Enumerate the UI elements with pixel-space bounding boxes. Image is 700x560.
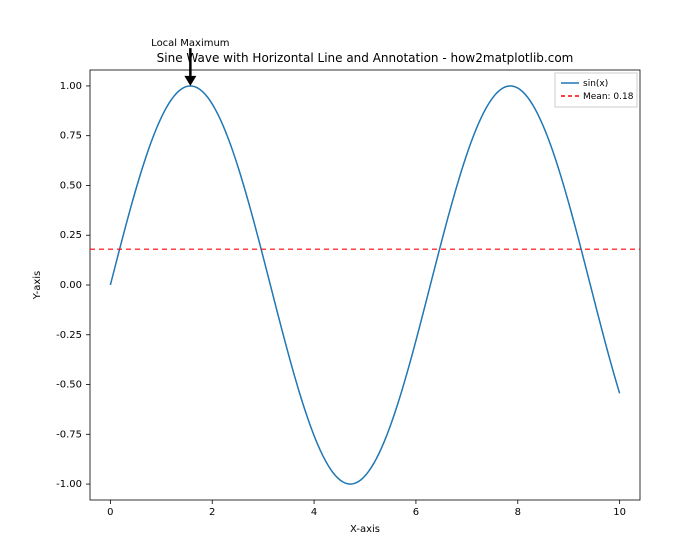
y-tick-label: -0.75 <box>56 429 82 440</box>
y-axis-label: Y-axis <box>32 271 43 301</box>
chart-svg: 0 2 4 6 8 10 -1.00 -0.75 -0.50 -0.25 0.00 0.25 0.50 0… <box>0 0 700 560</box>
x-tick-label: 2 <box>209 507 215 518</box>
x-tick-label: 6 <box>413 507 419 518</box>
chart-container: 0 2 4 6 8 10 -1.00 -0.75 -0.50 -0.25 0.00 0.25 0.50 0… <box>0 0 700 560</box>
annotation-text: Local Maximum <box>151 38 229 49</box>
x-tick-label: 8 <box>515 507 521 518</box>
x-tick-label: 4 <box>311 507 317 518</box>
y-tick-label: 0.75 <box>60 131 82 142</box>
x-tick-label: 10 <box>613 507 626 518</box>
y-tick-label: -0.25 <box>56 330 82 341</box>
y-tick-label: 0.50 <box>60 180 82 191</box>
x-axis-label: X-axis <box>350 524 380 535</box>
y-tick-label: 0.00 <box>60 280 82 291</box>
y-tick-label: 1.00 <box>60 81 82 92</box>
chart-title: Sine Wave with Horizontal Line and Annot… <box>157 51 574 65</box>
y-tick-label: -0.50 <box>56 380 82 391</box>
x-tick-label: 0 <box>107 507 113 518</box>
legend-label: sin(x) <box>583 79 608 89</box>
y-tick-label: 0.25 <box>60 230 82 241</box>
y-tick-label: -1.00 <box>56 479 82 490</box>
legend-label: Mean: 0.18 <box>583 92 634 102</box>
